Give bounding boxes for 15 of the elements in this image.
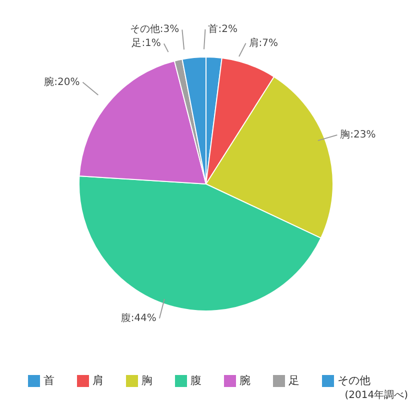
text: (2014年調べ) bbox=[344, 388, 409, 402]
data-label: 足:1% bbox=[132, 38, 161, 50]
legend-label: 首 bbox=[44, 374, 54, 387]
data-label: 胸:23% bbox=[340, 128, 376, 140]
legend-label: 肩 bbox=[92, 374, 104, 387]
legend-label: 腹 bbox=[190, 374, 202, 387]
legend-label: 腕 bbox=[240, 374, 250, 387]
legend-label: その他 bbox=[338, 374, 370, 387]
data-label: 腹:44% bbox=[120, 312, 156, 324]
data-label: 腕:20% bbox=[44, 76, 80, 88]
legend-label: 胸 bbox=[142, 374, 152, 387]
data-label: 首:2% bbox=[208, 22, 238, 35]
legend-label: 足 bbox=[288, 374, 300, 387]
data-label: 肩:7% bbox=[248, 36, 278, 49]
data-label: その他:3% bbox=[130, 23, 180, 36]
